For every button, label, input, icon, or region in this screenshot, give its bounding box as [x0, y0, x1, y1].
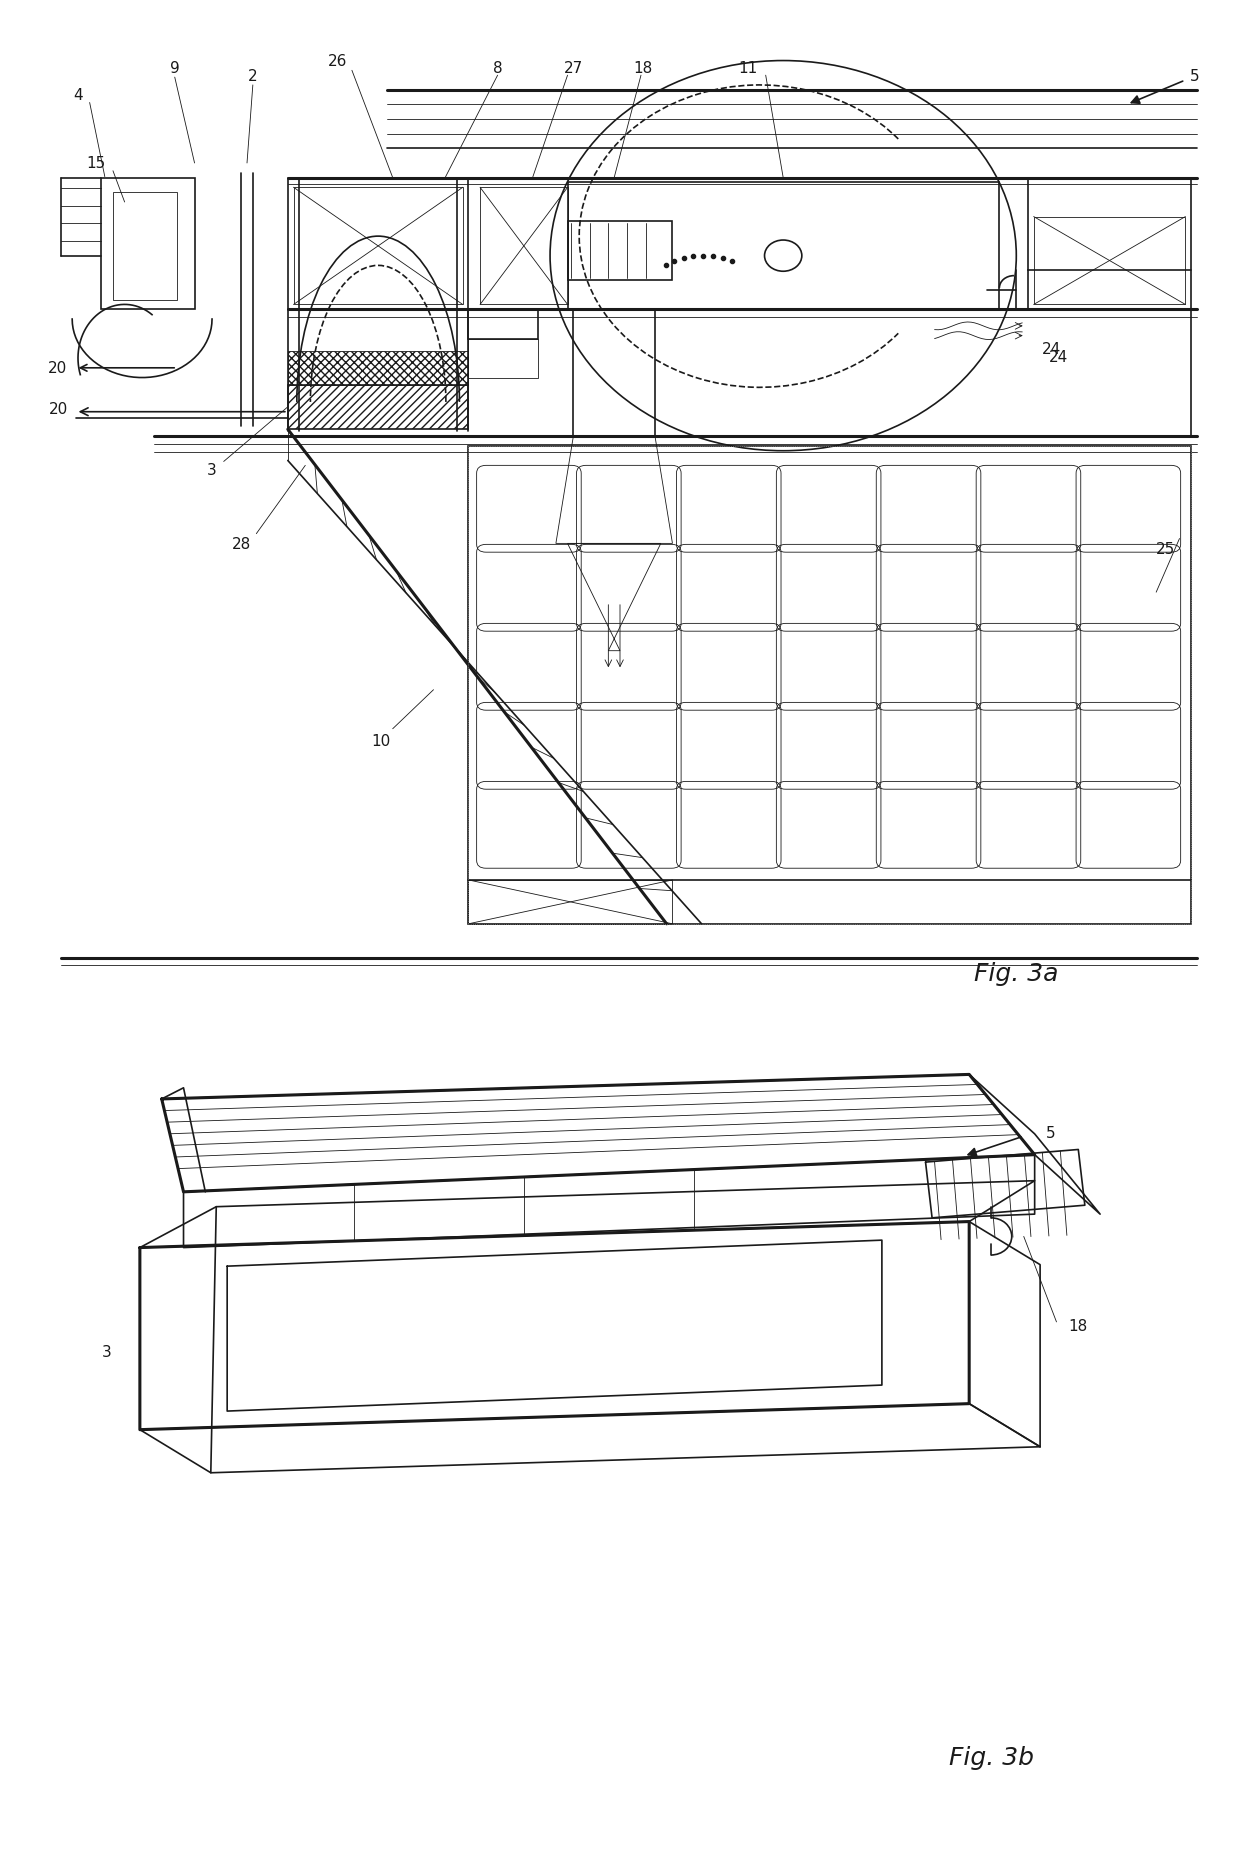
Bar: [469, 310, 538, 340]
Text: 20: 20: [47, 360, 67, 377]
Text: 5: 5: [1047, 1125, 1055, 1140]
Bar: [480, 188, 568, 305]
Bar: [469, 448, 1192, 925]
Bar: [469, 448, 1192, 925]
Text: 24: 24: [1049, 349, 1068, 364]
Text: 24: 24: [1042, 342, 1061, 357]
Bar: [469, 880, 672, 925]
Text: 3: 3: [102, 1344, 112, 1359]
Bar: [288, 353, 469, 386]
Text: 5: 5: [1190, 69, 1199, 84]
Text: 11: 11: [739, 61, 758, 76]
Text: 25: 25: [1156, 542, 1176, 557]
Text: 8: 8: [492, 61, 502, 76]
Text: 28: 28: [232, 537, 250, 552]
Text: 9: 9: [170, 61, 180, 76]
Text: 27: 27: [564, 61, 583, 76]
Text: 18: 18: [634, 61, 653, 76]
Bar: [568, 223, 672, 280]
Bar: [294, 188, 463, 305]
Text: 4: 4: [73, 87, 83, 104]
Text: 20: 20: [48, 403, 68, 418]
Bar: [288, 386, 469, 431]
Text: 10: 10: [372, 734, 391, 748]
Text: Fig. 3a: Fig. 3a: [975, 962, 1059, 984]
Bar: [469, 340, 538, 379]
Text: 26: 26: [329, 54, 347, 69]
Text: Fig. 3b: Fig. 3b: [949, 1746, 1033, 1768]
Bar: [568, 184, 999, 310]
Text: 18: 18: [1069, 1318, 1087, 1333]
Text: 15: 15: [86, 156, 105, 171]
Text: 2: 2: [248, 69, 258, 84]
Text: 3: 3: [207, 462, 217, 477]
Bar: [1034, 217, 1185, 305]
Bar: [113, 193, 177, 301]
Bar: [102, 178, 195, 310]
